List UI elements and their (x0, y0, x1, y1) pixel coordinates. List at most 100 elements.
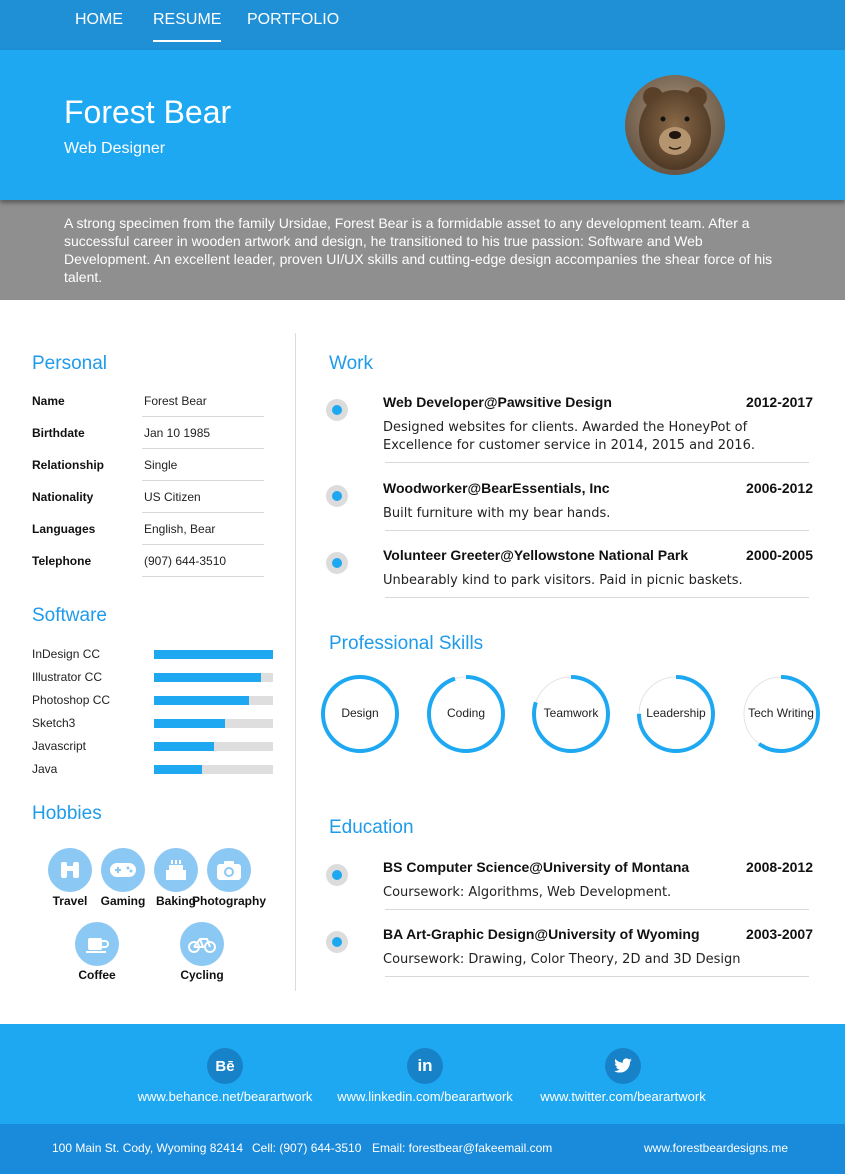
personal-value: Jan 10 1985 (144, 426, 211, 440)
personal-value: English, Bear (144, 522, 216, 536)
contact-footer: 100 Main St. Cody, Wyoming 82414 Cell: (… (0, 1124, 845, 1174)
software-row: Illustrator CC (32, 669, 274, 691)
skill-coding: Coding (426, 674, 506, 754)
footer-website[interactable]: www.forestbeardesigns.me (644, 1141, 789, 1155)
coffee-cup-icon (75, 922, 119, 966)
nav-home-link[interactable]: HOME (75, 11, 123, 28)
software-section-title: Software (32, 605, 107, 626)
personal-row-nationality: Nationality US Citizen (32, 489, 264, 521)
personal-label: Name (32, 394, 65, 408)
top-navigation: HOME RESUME PORTFOLIO (0, 0, 845, 50)
education-description: Coursework: Algorithms, Web Development. (383, 885, 672, 900)
software-level-bar (154, 742, 273, 751)
nav-portfolio-link[interactable]: PORTFOLIO (247, 11, 340, 28)
avatar (625, 75, 725, 175)
software-row: Javascript (32, 738, 274, 760)
bicycle-icon (180, 922, 224, 966)
column-divider (295, 333, 296, 991)
software-label: Illustrator CC (32, 670, 103, 684)
personal-label: Languages (32, 522, 96, 536)
personal-value: US Citizen (144, 490, 201, 504)
timeline-dot (326, 399, 348, 421)
work-section-title: Work (329, 353, 373, 374)
skill-label: Teamwork (543, 706, 599, 720)
hobby-travel: Travel (35, 848, 105, 918)
personal-value: Single (144, 458, 178, 472)
work-title: Woodworker@BearEssentials, Inc (383, 480, 610, 496)
education-title: BS Computer Science@University of Montan… (383, 859, 690, 875)
software-label: Java (32, 762, 58, 776)
personal-row-telephone: Telephone (907) 644-3510 (32, 553, 264, 585)
work-title: Volunteer Greeter@Yellowstone National P… (383, 547, 689, 563)
software-label: Photoshop CC (32, 693, 111, 707)
software-label: Sketch3 (32, 716, 76, 730)
profile-header: Forest Bear Web Designer (0, 50, 845, 200)
personal-label: Nationality (32, 490, 94, 504)
behance-icon[interactable]: Bē (207, 1048, 243, 1084)
software-row: Sketch3 (32, 715, 274, 737)
summary-banner: A strong specimen from the family Ursida… (0, 200, 845, 300)
skill-label: Tech Writing (748, 706, 814, 720)
software-level-bar (154, 673, 273, 682)
timeline-dot (326, 864, 348, 886)
personal-value: Forest Bear (144, 394, 207, 408)
software-level-bar (154, 765, 273, 774)
personal-row-relationship: Relationship Single (32, 457, 264, 489)
personal-label: Relationship (32, 458, 105, 472)
software-level-bar (154, 719, 273, 728)
software-row: InDesign CC (32, 646, 274, 668)
hobby-label: Coffee (78, 968, 116, 982)
behance-link[interactable]: www.behance.net/bearartwork (137, 1089, 313, 1104)
hobby-label: Travel (52, 894, 88, 908)
software-label: InDesign CC (32, 647, 101, 661)
hobby-photography: Photography (192, 848, 266, 918)
bear-photo (625, 75, 725, 175)
profile-name: Forest Bear (64, 94, 232, 130)
social-footer: Bē www.behance.net/bearartwork in www.li… (0, 1024, 845, 1124)
footer-address: 100 Main St. Cody, Wyoming 82414 (52, 1141, 244, 1155)
summary-text: A strong specimen from the family Ursida… (64, 215, 773, 285)
linkedin-link[interactable]: www.linkedin.com/bearartwork (337, 1089, 513, 1104)
timeline-dot (326, 931, 348, 953)
work-years: 2012-2017 (746, 394, 813, 410)
timeline-dot (326, 485, 348, 507)
education-description: Coursework: Drawing, Color Theory, 2D an… (383, 952, 741, 967)
personal-row-name: Name Forest Bear (32, 393, 264, 425)
footer-cell: Cell: (907) 644-3510 (252, 1141, 362, 1155)
personal-section-title: Personal (32, 353, 107, 374)
software-row: Java (32, 761, 274, 783)
hobby-label: Photography (192, 894, 266, 908)
software-row: Photoshop CC (32, 692, 274, 714)
personal-row-birthdate: Birthdate Jan 10 1985 (32, 425, 264, 457)
personal-row-languages: Languages English, Bear (32, 521, 264, 553)
twitter-link[interactable]: www.twitter.com/bearartwork (540, 1089, 706, 1104)
camera-icon (207, 848, 251, 892)
twitter-icon[interactable] (605, 1048, 641, 1084)
personal-label: Birthdate (32, 426, 85, 440)
software-level-bar (154, 650, 273, 659)
footer-email[interactable]: Email: forestbear@fakeemail.com (372, 1141, 553, 1155)
education-section-title: Education (329, 817, 414, 838)
gamepad-icon (101, 848, 145, 892)
skill-teamwork: Teamwork (531, 674, 611, 754)
education-title: BA Art-Graphic Design@University of Wyom… (383, 926, 700, 942)
nav-resume-link[interactable]: RESUME (153, 11, 222, 42)
hobby-baking: Baking (141, 848, 211, 918)
timeline-dot (326, 552, 348, 574)
skill-label: Leadership (646, 706, 706, 720)
hobby-coffee: Coffee (62, 922, 132, 992)
skill-label: Coding (446, 706, 486, 720)
work-title: Web Developer@Pawsitive Design (383, 394, 612, 410)
work-description: Designed websites for clients. Awarded t… (383, 420, 755, 453)
skill-label: Design (341, 706, 379, 720)
software-level-bar (154, 696, 273, 705)
profile-role: Web Designer (64, 140, 166, 157)
skill-leadership: Leadership (636, 674, 716, 754)
hobby-gaming: Gaming (88, 848, 158, 918)
hobby-label: Gaming (100, 894, 146, 908)
software-label: Javascript (32, 739, 87, 753)
skill-design: Design (320, 674, 400, 754)
hobby-cycling: Cycling (167, 922, 237, 992)
personal-value: (907) 644-3510 (144, 554, 227, 568)
linkedin-icon[interactable]: in (407, 1048, 443, 1084)
